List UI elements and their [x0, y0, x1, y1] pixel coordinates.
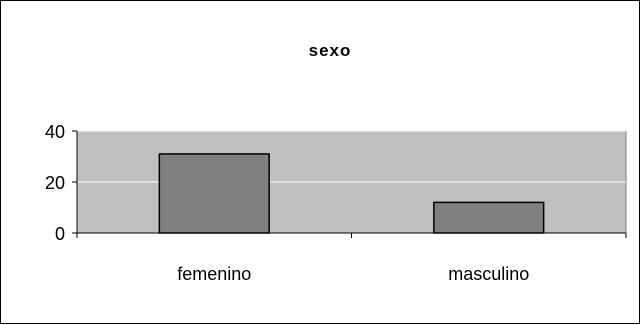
bars: [158, 153, 545, 234]
axes: [72, 130, 627, 238]
y-tick-label: 20: [45, 173, 65, 193]
x-category-label: femenino: [177, 264, 251, 284]
bar-masculino: [433, 201, 545, 234]
chart-title: sexo: [309, 41, 352, 60]
y-tick-labels: 0 20 40: [45, 122, 65, 244]
y-tick-label: 40: [45, 122, 65, 142]
x-category-labels: femenino masculino: [177, 264, 529, 284]
y-tick-label: 0: [55, 224, 65, 244]
x-category-label: masculino: [448, 264, 529, 284]
bar-femenino: [158, 153, 270, 234]
